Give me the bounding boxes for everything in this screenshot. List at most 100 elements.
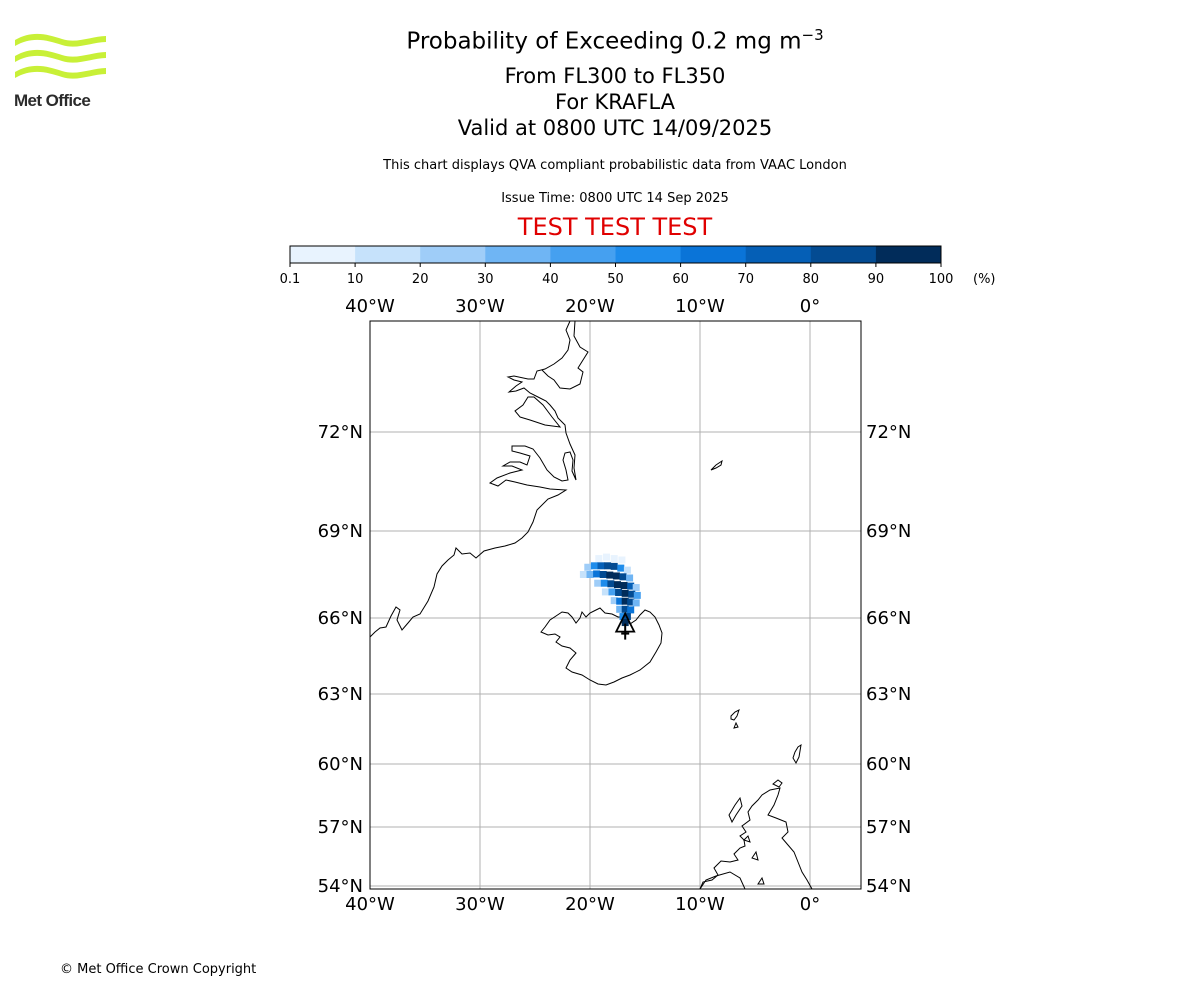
valid-time-subtitle: Valid at 0800 UTC 14/09/2025 [457, 116, 773, 140]
coastline-faroe-islands [730, 709, 740, 729]
latitude-label-right: 54°N [866, 876, 911, 897]
colorbar-segment [550, 246, 616, 263]
plume-cell [579, 571, 587, 578]
latitude-label-left: 66°N [318, 608, 363, 629]
plume-cell [593, 570, 601, 578]
coastline-ireland-north [699, 871, 746, 889]
latitude-label-right: 72°N [866, 422, 911, 443]
colorbar-tick-label: 50 [607, 272, 624, 287]
plume-cell [595, 555, 603, 563]
colorbar-tick-label: 10 [347, 272, 364, 287]
plume-cell [614, 581, 621, 589]
coastline-greenland [370, 321, 577, 638]
met-office-logo [15, 33, 106, 79]
issue-time-text: Issue Time: 0800 UTC 14 Sep 2025 [501, 191, 729, 206]
copyright-text: © Met Office Crown Copyright [60, 962, 257, 977]
colorbar-unit-label: (%) [973, 272, 996, 287]
plume-cell [620, 582, 628, 590]
plume-cell [616, 605, 624, 613]
latitude-label-left: 69°N [318, 521, 363, 542]
coastlines [370, 321, 813, 889]
latitude-label-right: 57°N [866, 817, 911, 838]
longitude-label-top: 40°W [345, 296, 395, 317]
latitude-label-left: 54°N [318, 876, 363, 897]
plume-cell [610, 597, 618, 605]
ash-probability-plume [579, 553, 641, 627]
latitude-label-right: 63°N [866, 684, 911, 705]
plume-cell [627, 598, 635, 606]
plume-cell [599, 571, 607, 578]
plume-cell [618, 556, 626, 564]
longitude-label-bottom: 40°W [345, 894, 395, 915]
colorbar-tick-label: 30 [477, 272, 494, 287]
colorbar-segment [810, 246, 877, 263]
latitude-label-right: 69°N [866, 521, 911, 542]
plume-cell [584, 563, 592, 571]
coastline-shetland [792, 743, 802, 765]
latitude-label-right: 66°N [866, 608, 911, 629]
met-office-logo-text: Met Office [14, 91, 91, 110]
colorbar-tick-label: 20 [412, 272, 429, 287]
plume-cell [604, 562, 612, 570]
colorbar-tick-label: 0.1 [280, 272, 301, 287]
colorbar-tick-label: 70 [737, 272, 754, 287]
coastline-jan-mayen [710, 459, 723, 471]
longitude-label-top: 30°W [455, 296, 505, 317]
coastline-iceland [540, 607, 663, 686]
latitude-label-left: 72°N [318, 422, 363, 443]
plume-cell [633, 591, 641, 599]
colorbar-segment [355, 246, 421, 263]
longitude-label-top: 20°W [565, 296, 615, 317]
plume-cell [617, 564, 625, 572]
volcano-subtitle: For KRAFLA [555, 90, 675, 114]
disclaimer-text: This chart displays QVA compliant probab… [383, 158, 847, 173]
colorbar-segment [290, 246, 356, 263]
plume-cell [594, 579, 602, 587]
longitude-label-top: 10°W [675, 296, 725, 317]
plume-cell [623, 566, 631, 574]
plume-cell [632, 599, 640, 607]
plume-cell [632, 584, 640, 592]
colorbar-segment [485, 246, 551, 263]
plume-cell [610, 555, 618, 563]
colorbar: 0.1 10 20 30 40 50 60 70 80 90 100 (%) [280, 245, 996, 287]
map-gridlines [369, 321, 861, 889]
plume-cell [621, 619, 629, 627]
longitude-label-bottom: 30°W [455, 894, 505, 915]
plume-cell [608, 588, 616, 596]
plume-cell [612, 572, 620, 580]
colorbar-segment [680, 246, 747, 263]
chart-title: Probability of Exceeding 0.2 mg m−3 [300, 26, 930, 55]
plume-cell [603, 553, 610, 561]
plume-cell [615, 588, 623, 596]
plume-cell [616, 597, 624, 605]
plume-cell [627, 606, 635, 614]
plume-cell [621, 597, 629, 605]
plume-cell [590, 562, 598, 570]
test-banner: TEST TEST TEST [517, 213, 713, 241]
coastline-greenland-fjord [514, 396, 562, 428]
coastline-greenland-north [541, 321, 589, 390]
longitude-label-bottom: 0° [800, 894, 820, 915]
plume-cell [607, 580, 615, 588]
coastline-britain [699, 787, 813, 889]
colorbar-segment [420, 246, 486, 263]
latitude-label-left: 60°N [318, 754, 363, 775]
colorbar-segment [875, 246, 942, 263]
latitude-label-right: 60°N [866, 754, 911, 775]
map-frame [369, 320, 862, 890]
longitude-label-bottom: 20°W [565, 894, 615, 915]
map-panel: 40°W 40°W 30°W 30°W 20°W 20°W 10°W 10°W 0° 0° 72°N… [318, 296, 912, 915]
plume-cell [601, 588, 609, 596]
colorbar-tick-label: 90 [868, 272, 885, 287]
volcano-marker-icon [614, 611, 636, 640]
colorbar-tick-label: 40 [542, 272, 559, 287]
longitude-label-bottom: 10°W [675, 894, 725, 915]
plume-cell [586, 571, 594, 578]
coastline-orkney [772, 779, 783, 788]
colorbar-segment [745, 246, 812, 263]
colorbar-tick-label: 60 [672, 272, 689, 287]
plume-cell [597, 562, 605, 570]
plume-cell [627, 582, 635, 590]
plume-cell [610, 562, 618, 570]
